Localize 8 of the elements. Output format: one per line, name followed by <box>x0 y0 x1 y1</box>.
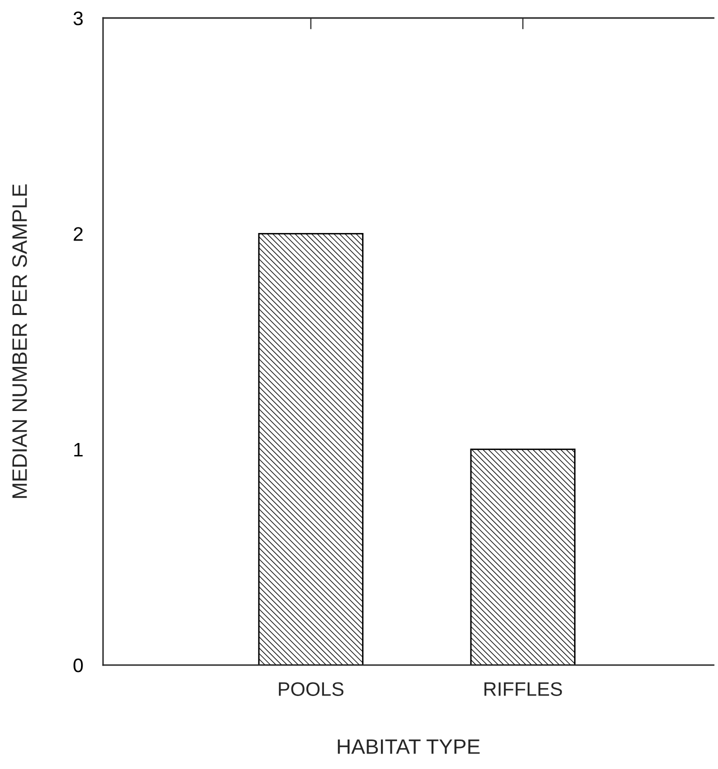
x-tick-label: RIFFLES <box>484 682 562 696</box>
y-tick-label: 2 <box>74 227 83 241</box>
y-axis-title: MEDIAN NUMBER PER SAMPLE <box>12 184 27 498</box>
y-tick-label: 1 <box>74 443 83 456</box>
y-tick-label: 0 <box>74 658 83 672</box>
x-tick-label: POOLS <box>278 682 344 696</box>
y-tick-label: 3 <box>74 11 83 26</box>
x-axis-title: HABITAT TYPE <box>338 739 480 754</box>
